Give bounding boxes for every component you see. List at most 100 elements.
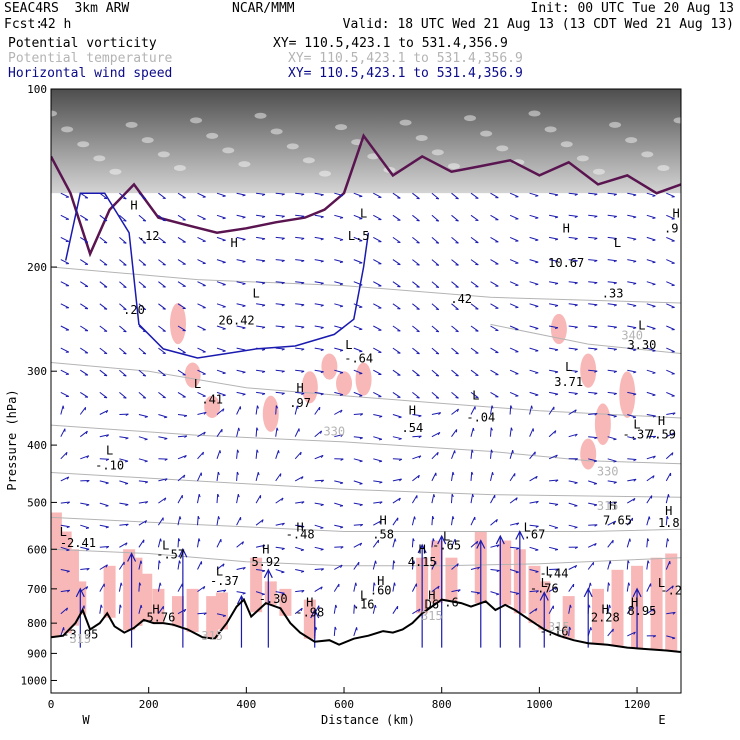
pv-shading-column — [152, 588, 165, 624]
hl-annotation: -.37 — [623, 428, 652, 442]
wind-vector — [158, 214, 166, 222]
stratosphere-texture — [302, 157, 315, 164]
wind-vector — [431, 303, 440, 310]
wind-vector — [392, 517, 399, 526]
wind-vector — [197, 391, 206, 397]
wind-vector-head — [437, 585, 440, 590]
wind-vector — [548, 586, 558, 593]
wind-vector — [158, 497, 167, 504]
wind-vector-head — [145, 501, 149, 504]
wind-vector — [509, 259, 519, 264]
wind-vector — [294, 405, 298, 415]
wind-vector — [509, 236, 519, 242]
wind-vector — [295, 524, 305, 527]
pv-shading-blob — [262, 395, 279, 432]
wind-vector-head — [672, 432, 675, 436]
wind-vector-head — [554, 430, 557, 434]
wind-vector — [490, 449, 492, 459]
wind-vector-head — [340, 434, 344, 437]
wind-vector — [392, 458, 402, 460]
wind-vector-head — [179, 516, 182, 520]
wind-vector-head — [105, 526, 109, 529]
theta-contour — [51, 424, 681, 465]
wind-vector — [236, 406, 241, 415]
wind-vector-head — [222, 563, 225, 567]
wind-vector — [275, 391, 285, 394]
wind-vector — [412, 455, 422, 460]
wind-vector-head — [241, 541, 244, 545]
stratosphere-texture — [238, 161, 251, 168]
wind-vector — [373, 259, 382, 265]
pv-shading-column — [591, 588, 604, 644]
hl-annotation: .67 — [524, 527, 546, 541]
wind-vector-head — [516, 547, 520, 550]
wind-vector-head — [378, 438, 383, 441]
wind-vector-head — [320, 479, 324, 483]
stratosphere-texture — [673, 117, 681, 124]
wind-vector — [334, 281, 344, 285]
wind-vector — [451, 429, 458, 437]
wind-vector-head — [222, 284, 226, 286]
wind-vector — [529, 281, 539, 285]
wind-vector — [99, 237, 108, 244]
wind-vector — [177, 608, 187, 615]
axes-layer: 0 200 400 600 800 1000 1200 100 200 300 400 500 600 7… — [21, 83, 651, 711]
wind-vector-head — [535, 525, 539, 528]
wind-vector-head — [633, 260, 637, 263]
wind-vector — [80, 259, 89, 265]
wind-vector — [314, 369, 324, 373]
wind-vector-head — [315, 626, 318, 630]
theta-label: 315 — [69, 632, 91, 646]
wind-vector — [607, 628, 614, 637]
wind-vector — [568, 325, 578, 328]
wind-vector — [607, 480, 617, 483]
wind-vector — [549, 281, 559, 284]
wind-vector — [372, 582, 375, 592]
wind-vector-head — [416, 219, 420, 222]
updraft-arrow-head — [583, 587, 593, 598]
wind-vector-head — [320, 568, 324, 571]
hl-annotation: H — [609, 499, 616, 513]
wind-vector — [529, 608, 538, 615]
wind-vector-head — [613, 370, 617, 373]
y-tick-label: 700 — [27, 583, 47, 596]
wind-vector-head — [609, 560, 612, 564]
y-tick-label: 500 — [27, 496, 47, 509]
wind-vector — [373, 236, 382, 243]
wind-vector — [509, 347, 519, 353]
wind-vector-head — [416, 308, 420, 310]
wind-vector — [236, 325, 246, 329]
wind-vector-head — [160, 538, 162, 542]
wind-vector — [138, 436, 148, 440]
wind-vector-head — [320, 371, 324, 374]
wind-vector — [431, 369, 440, 377]
wind-vector-head — [339, 394, 344, 396]
theta-contour — [51, 362, 681, 419]
wind-vector — [490, 569, 500, 571]
wind-vector-head — [340, 546, 344, 549]
theta-contour — [51, 266, 681, 304]
wind-vector-head — [198, 494, 201, 498]
wind-vector — [607, 192, 617, 195]
stratosphere-texture — [61, 126, 74, 133]
wind-vector — [470, 281, 479, 288]
wind-vector — [666, 432, 675, 438]
field-pv-xy: XY= 110.5,423.1 to 531.4,356.9 — [273, 36, 508, 51]
wind-vector-head — [535, 549, 539, 551]
pv-contours-layer — [51, 133, 681, 359]
wind-vector — [646, 281, 656, 285]
wind-vectors-layer — [60, 192, 676, 648]
wind-vector — [373, 436, 383, 440]
wind-vector-head — [281, 370, 285, 373]
wind-vector — [587, 561, 594, 570]
wind-vector-head — [510, 427, 513, 431]
wind-vector — [275, 259, 285, 261]
stratosphere-texture — [51, 110, 57, 117]
hl-annotation: L — [633, 418, 640, 432]
wind-vector — [451, 563, 459, 570]
wind-vector — [60, 451, 68, 460]
updraft-arrow-head — [178, 547, 188, 558]
wind-vector — [548, 605, 554, 614]
wind-vector — [549, 214, 559, 218]
wind-vector — [392, 369, 401, 376]
